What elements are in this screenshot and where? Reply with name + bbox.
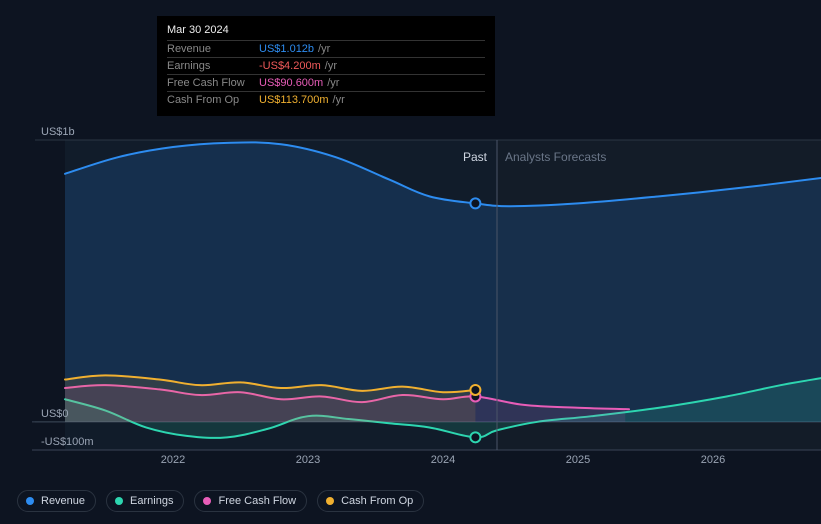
legend-dot-icon (26, 497, 34, 505)
legend-dot-icon (115, 497, 123, 505)
tooltip-date: Mar 30 2024 (167, 24, 485, 40)
chart-container: US$1b US$0 -US$100m 2022 2023 2024 2025 2026 P… (17, 0, 804, 524)
legend-item[interactable]: Free Cash Flow (194, 490, 307, 512)
tooltip-row-unit: /yr (318, 43, 330, 55)
legend-label: Free Cash Flow (218, 495, 296, 507)
tooltip-row: Cash From OpUS$113.700m/yr (167, 91, 485, 108)
x-tick-label: 2026 (701, 454, 725, 466)
tooltip-row: RevenueUS$1.012b/yr (167, 40, 485, 57)
y-tick-label: -US$100m (41, 436, 94, 448)
chart-tooltip: Mar 30 2024 RevenueUS$1.012b/yrEarnings-… (157, 16, 495, 116)
tooltip-row-value: US$113.700m (259, 94, 329, 106)
legend-label: Cash From Op (341, 495, 413, 507)
legend: Revenue Earnings Free Cash Flow Cash From O… (17, 490, 424, 512)
tooltip-row-label: Cash From Op (167, 94, 259, 106)
y-tick-label: US$0 (41, 408, 69, 420)
x-tick-label: 2022 (161, 454, 185, 466)
tooltip-row-unit: /yr (333, 94, 345, 106)
tooltip-row-value: -US$4.200m (259, 60, 321, 72)
legend-item[interactable]: Revenue (17, 490, 96, 512)
y-tick-label: US$1b (41, 126, 75, 138)
legend-item[interactable]: Cash From Op (317, 490, 424, 512)
past-region-label: Past (463, 150, 487, 164)
legend-label: Earnings (130, 495, 173, 507)
tooltip-row-label: Revenue (167, 43, 259, 55)
legend-dot-icon (203, 497, 211, 505)
tooltip-row-value: US$1.012b (259, 43, 314, 55)
forecast-region-label: Analysts Forecasts (505, 150, 606, 164)
legend-label: Revenue (41, 495, 85, 507)
tooltip-row-unit: /yr (325, 60, 337, 72)
x-tick-label: 2024 (431, 454, 455, 466)
legend-item[interactable]: Earnings (106, 490, 184, 512)
tooltip-row-unit: /yr (327, 77, 339, 89)
x-tick-label: 2023 (296, 454, 320, 466)
legend-dot-icon (326, 497, 334, 505)
tooltip-row-value: US$90.600m (259, 77, 323, 89)
tooltip-row: Free Cash FlowUS$90.600m/yr (167, 74, 485, 91)
tooltip-row-label: Free Cash Flow (167, 77, 259, 89)
tooltip-row: Earnings-US$4.200m/yr (167, 57, 485, 74)
x-tick-label: 2025 (566, 454, 590, 466)
tooltip-row-label: Earnings (167, 60, 259, 72)
